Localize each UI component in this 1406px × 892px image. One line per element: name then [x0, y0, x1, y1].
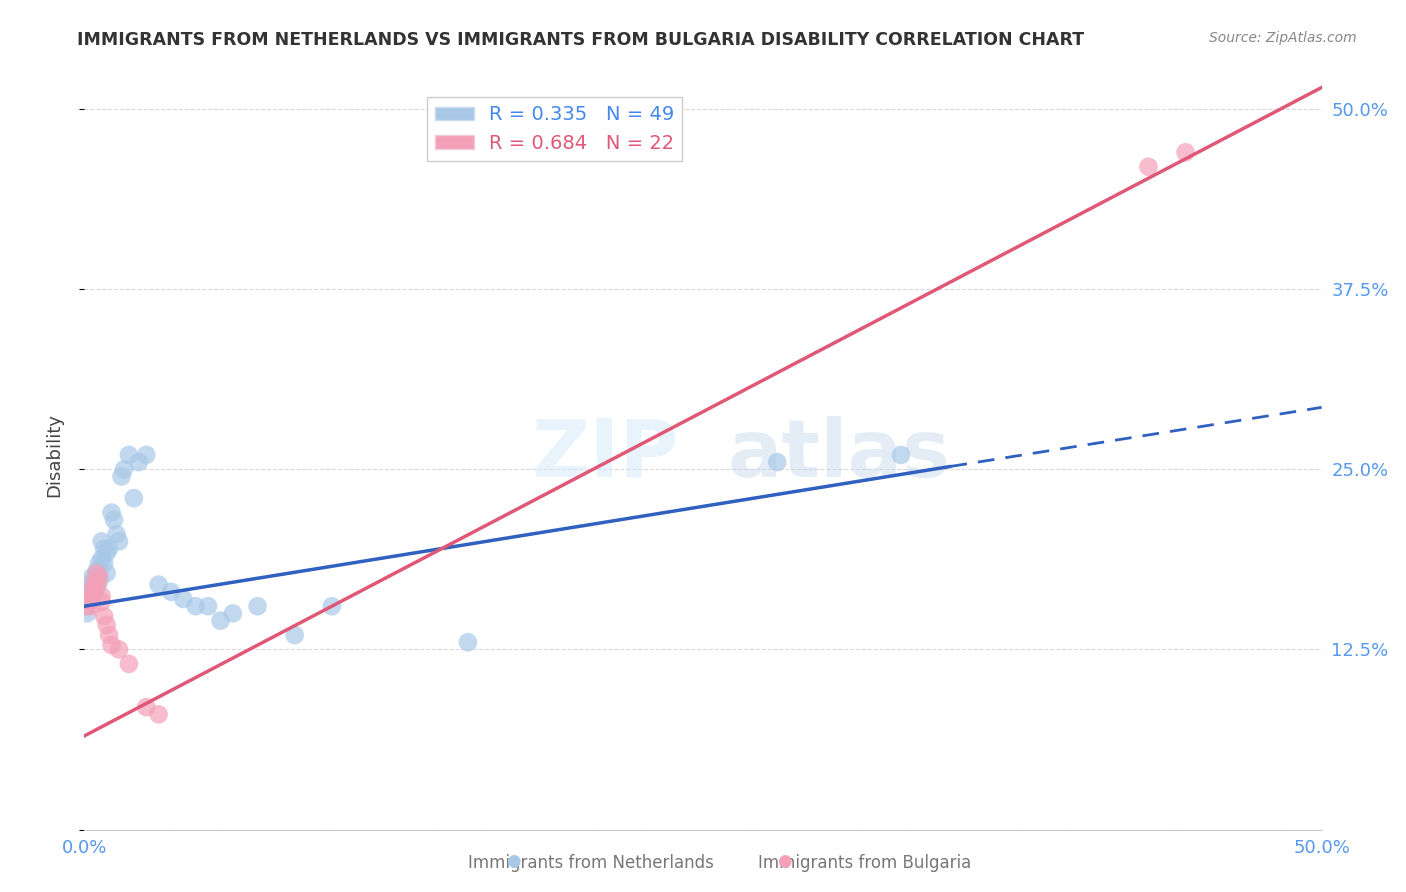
Point — [148, 577, 170, 591]
Point — [184, 599, 207, 614]
Point — [96, 566, 118, 580]
Point — [86, 563, 108, 577]
Point — [93, 609, 115, 624]
Point — [76, 599, 98, 614]
Point — [110, 469, 132, 483]
Point — [80, 581, 103, 595]
Point — [100, 506, 122, 520]
Point — [89, 556, 111, 570]
Point — [197, 599, 219, 614]
Point — [246, 599, 269, 614]
Point — [90, 589, 112, 603]
Point — [90, 551, 112, 566]
Text: Immigrants from Netherlands: Immigrants from Netherlands — [468, 855, 713, 872]
Point — [79, 577, 101, 591]
Point — [80, 570, 103, 584]
Point — [76, 607, 98, 621]
Point — [103, 513, 125, 527]
Point — [96, 618, 118, 632]
Point — [89, 566, 111, 580]
Text: Immigrants from Bulgaria: Immigrants from Bulgaria — [758, 855, 972, 872]
Point — [76, 599, 98, 614]
Point — [128, 455, 150, 469]
Point — [98, 541, 121, 556]
Point — [96, 546, 118, 560]
Point — [79, 595, 101, 609]
Point — [172, 592, 194, 607]
Point — [90, 595, 112, 609]
Point — [457, 635, 479, 649]
Point — [135, 700, 157, 714]
Point — [86, 566, 108, 580]
Point — [93, 541, 115, 556]
Point — [209, 614, 232, 628]
Point — [160, 584, 183, 599]
Point — [108, 642, 131, 657]
Point — [1174, 145, 1197, 160]
Point — [86, 581, 108, 595]
Point — [80, 592, 103, 607]
Point — [79, 595, 101, 609]
Point — [80, 599, 103, 614]
Point — [100, 638, 122, 652]
Point — [83, 584, 105, 599]
Point — [321, 599, 343, 614]
Point — [83, 574, 105, 589]
Point — [222, 607, 245, 621]
Point — [83, 577, 105, 591]
Point — [93, 556, 115, 570]
Point — [766, 455, 789, 469]
Y-axis label: Disability: Disability — [45, 413, 63, 497]
Legend: R = 0.335   N = 49, R = 0.684   N = 22: R = 0.335 N = 49, R = 0.684 N = 22 — [427, 97, 682, 161]
Point — [86, 577, 108, 591]
Point — [83, 581, 105, 595]
Text: ZIP: ZIP — [531, 416, 678, 494]
Point — [135, 448, 157, 462]
Text: ●: ● — [778, 852, 792, 870]
Point — [83, 570, 105, 584]
Point — [80, 592, 103, 607]
Point — [76, 584, 98, 599]
Point — [1137, 160, 1160, 174]
Text: Source: ZipAtlas.com: Source: ZipAtlas.com — [1209, 31, 1357, 45]
Point — [122, 491, 145, 505]
Text: IMMIGRANTS FROM NETHERLANDS VS IMMIGRANTS FROM BULGARIA DISABILITY CORRELATION C: IMMIGRANTS FROM NETHERLANDS VS IMMIGRANT… — [77, 31, 1084, 49]
Point — [90, 534, 112, 549]
Text: atlas: atlas — [728, 416, 950, 494]
Point — [89, 570, 111, 584]
Point — [284, 628, 307, 642]
Point — [118, 657, 141, 671]
Point — [118, 448, 141, 462]
Point — [89, 574, 111, 589]
Point — [79, 589, 101, 603]
Point — [86, 570, 108, 584]
Point — [108, 534, 131, 549]
Point — [148, 707, 170, 722]
Text: ●: ● — [506, 852, 520, 870]
Point — [98, 628, 121, 642]
Point — [79, 581, 101, 595]
Point — [105, 527, 128, 541]
Point — [890, 448, 912, 462]
Point — [79, 584, 101, 599]
Point — [112, 462, 135, 476]
